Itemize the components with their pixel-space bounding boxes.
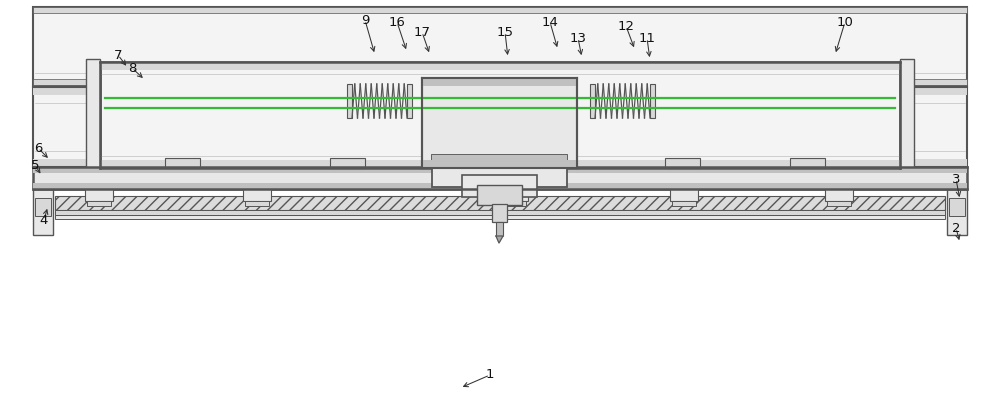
Text: 5: 5 [31,158,39,171]
Text: 3: 3 [952,173,960,186]
Bar [422,78,577,86]
Text: 4: 4 [40,214,48,227]
Bar [33,7,967,85]
Text: 13: 13 [570,32,586,45]
Text: 2: 2 [952,221,960,234]
Bar [900,59,914,171]
Bar [33,159,967,167]
Bar [432,155,567,187]
Bar [949,198,965,216]
Bar [55,210,945,215]
Bar [825,189,853,201]
Bar [500,189,528,201]
Text: 17: 17 [414,26,430,39]
Bar [100,160,900,168]
Bar [85,189,113,201]
Text: 10: 10 [837,15,853,28]
Bar [100,62,900,168]
Text: 14: 14 [542,15,558,28]
Bar [827,201,851,206]
Bar [87,201,111,206]
Bar [33,87,967,167]
Bar [33,87,967,95]
Text: 8: 8 [128,61,136,74]
Bar [672,201,696,206]
Bar [33,180,53,235]
Bar [100,62,900,70]
Text: 6: 6 [34,141,42,154]
Text: 12: 12 [618,19,635,32]
Text: 1: 1 [486,368,494,381]
Bar [55,196,945,210]
Bar [33,7,967,13]
Bar [670,189,698,201]
Bar [86,59,100,171]
Bar [790,158,825,168]
Text: 16: 16 [389,15,405,28]
Bar [165,158,200,168]
Bar [33,183,967,189]
Bar [407,84,412,118]
Bar [347,84,352,118]
Text: 11: 11 [639,32,656,45]
Bar [650,84,655,118]
Bar [422,78,577,168]
Polygon shape [496,236,503,243]
Text: 15: 15 [496,26,514,39]
Bar [502,201,526,206]
Bar [477,185,522,205]
Bar [243,189,271,201]
Bar [496,222,503,236]
Bar [462,175,537,197]
Bar [245,201,269,206]
Bar [35,198,51,216]
Bar [330,158,365,168]
Bar [33,167,967,173]
Bar [492,204,507,222]
Bar [422,160,577,168]
Bar [665,158,700,168]
Text: 9: 9 [361,13,369,26]
Text: 7: 7 [114,48,122,61]
Bar [432,155,567,161]
Bar [33,79,967,85]
Bar [590,84,595,118]
Bar [33,167,967,189]
Bar [947,180,967,235]
Bar [55,215,945,219]
